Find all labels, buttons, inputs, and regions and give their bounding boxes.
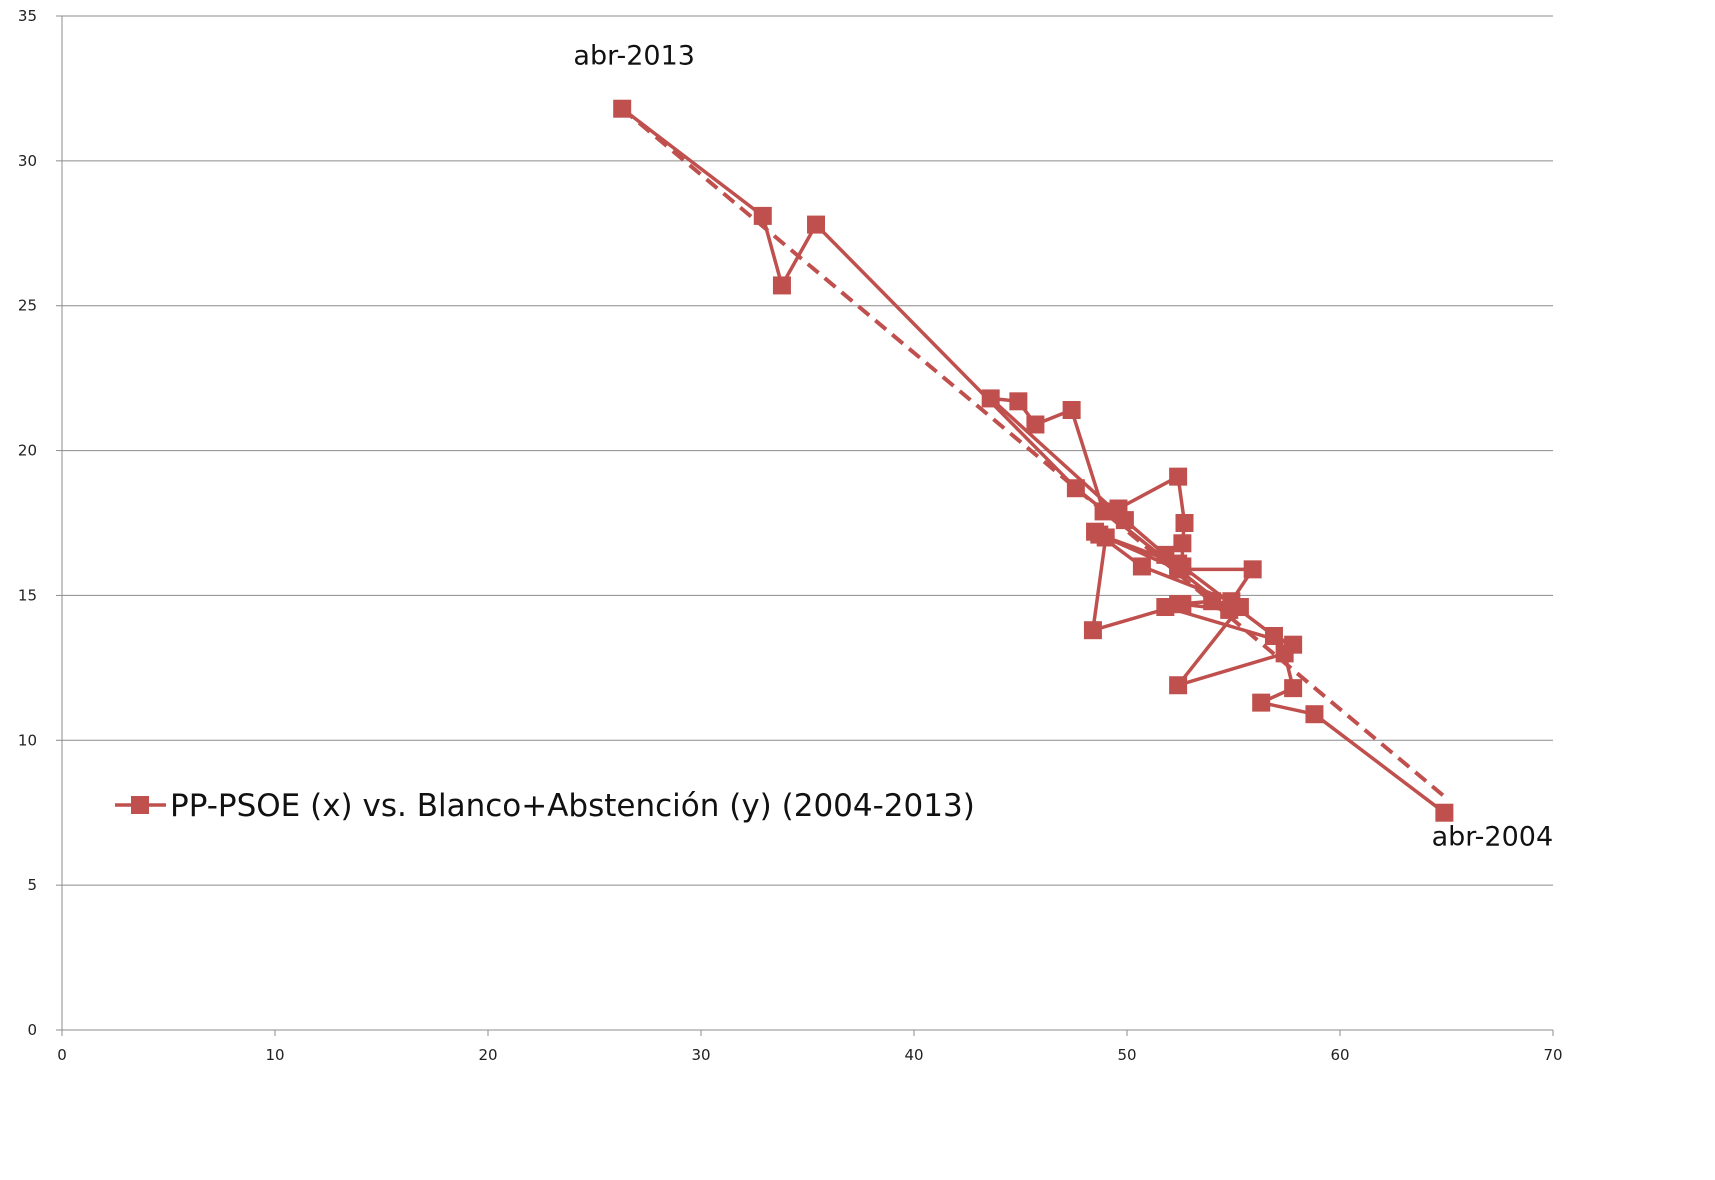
- x-tick-label: 50: [1117, 1046, 1136, 1064]
- data-point: [1169, 560, 1188, 579]
- point-annotation: abr-2013: [573, 41, 695, 72]
- y-tick-label: 10: [18, 731, 37, 749]
- trendline-layer: [620, 107, 1448, 800]
- data-point: [1169, 676, 1188, 695]
- data-point: [1435, 803, 1454, 822]
- series-layer: [613, 99, 1454, 822]
- x-tick-label: 10: [265, 1046, 284, 1064]
- data-point: [1026, 415, 1045, 434]
- x-tick-label: 0: [57, 1046, 67, 1064]
- x-tick-label: 70: [1543, 1046, 1562, 1064]
- x-tick-label: 30: [691, 1046, 710, 1064]
- point-annotation: abr-2004: [1432, 822, 1554, 853]
- data-point: [1305, 705, 1324, 724]
- data-point: [1243, 560, 1262, 579]
- data-point: [1175, 514, 1194, 532]
- data-point: [1173, 595, 1192, 614]
- data-point: [1096, 528, 1115, 547]
- legend-marker: [131, 796, 149, 814]
- x-tick-label: 60: [1330, 1046, 1349, 1064]
- data-point: [1062, 401, 1081, 420]
- tick-labels: 0 5 10 15 20 25 30 35 0 10 20 30 40 50 60 70: [18, 7, 1563, 1064]
- y-tick-label: 25: [18, 297, 37, 315]
- y-tick-label: 0: [27, 1021, 37, 1039]
- y-tick-label: 5: [27, 876, 37, 894]
- y-tick-label: 20: [18, 442, 37, 460]
- data-point: [1009, 392, 1028, 411]
- x-tick-label: 20: [478, 1046, 497, 1064]
- data-point: [1083, 621, 1102, 640]
- data-point: [613, 99, 632, 118]
- data-point: [1066, 479, 1085, 498]
- legend-label: PP-PSOE (x) vs. Blanco+Abstención (y) (2…: [170, 788, 975, 824]
- data-point: [1284, 679, 1303, 698]
- data-point: [1132, 557, 1151, 576]
- data-point: [772, 276, 791, 295]
- data-point: [1169, 467, 1188, 486]
- data-point: [1173, 534, 1192, 553]
- data-point: [1156, 598, 1175, 617]
- data-point: [1264, 626, 1283, 645]
- data-point: [1203, 592, 1222, 611]
- data-point: [1220, 600, 1239, 619]
- y-tick-label: 15: [18, 586, 37, 604]
- data-point: [753, 206, 772, 225]
- data-point: [807, 215, 826, 234]
- legend: PP-PSOE (x) vs. Blanco+Abstención (y) (2…: [115, 788, 975, 824]
- data-point: [1115, 511, 1134, 530]
- trendline: [620, 107, 1448, 800]
- annotations: abr-2013 abr-2004: [573, 41, 1553, 853]
- data-point: [1252, 693, 1271, 712]
- axes: [56, 15, 1554, 1036]
- y-tick-label: 30: [18, 152, 37, 170]
- y-tick-label: 35: [18, 7, 37, 25]
- gridlines: [62, 15, 1553, 886]
- data-point: [1284, 635, 1303, 654]
- data-point: [981, 389, 1000, 408]
- data-point: [1094, 502, 1113, 521]
- x-tick-label: 40: [904, 1046, 923, 1064]
